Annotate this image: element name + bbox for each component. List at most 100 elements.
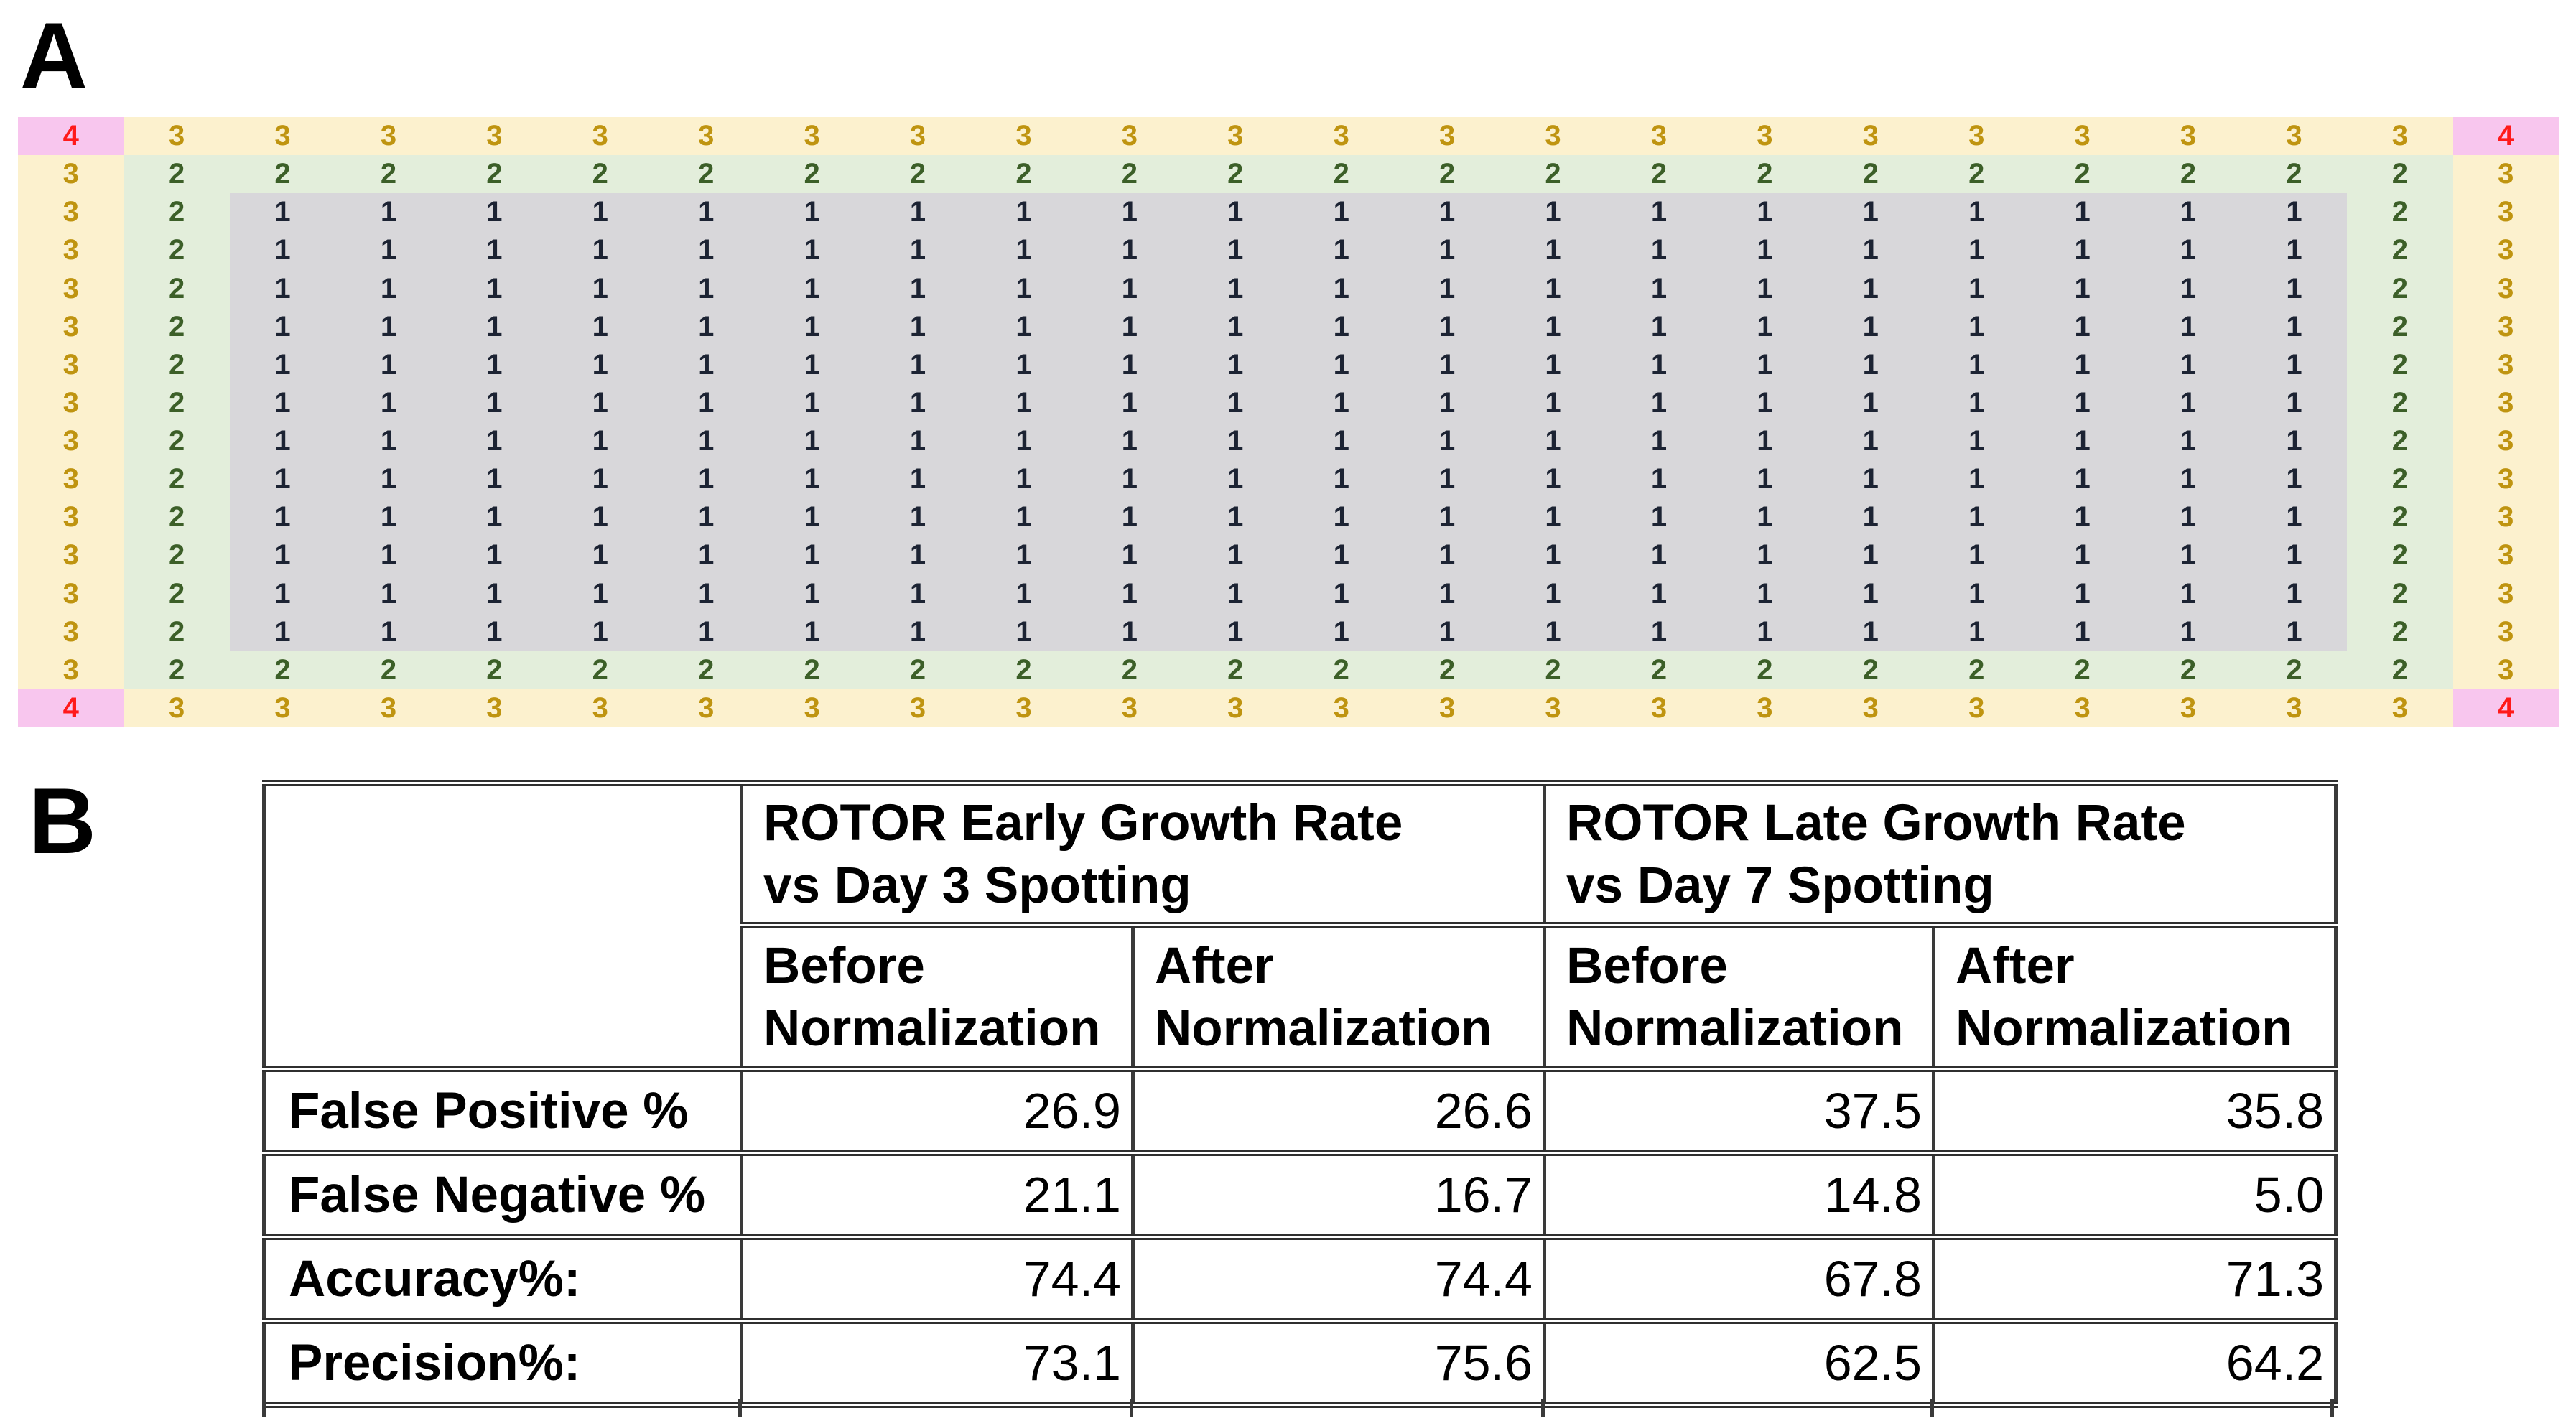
plate-cell-zone-3: 3: [18, 460, 124, 499]
plate-cell-zone-1: 1: [758, 498, 865, 537]
plate-cell-zone-1: 1: [1077, 383, 1183, 422]
plate-cell-zone-1: 1: [1499, 612, 1606, 651]
plate-cell-zone-1: 1: [2135, 498, 2241, 537]
plate-cell-zone-1: 1: [2241, 612, 2348, 651]
plate-cell-zone-1: 1: [1394, 383, 1500, 422]
plate-cell-zone-1: 1: [2029, 193, 2136, 232]
plate-cell-zone-1: 1: [229, 422, 336, 461]
plate-cell-zone-3: 3: [2135, 689, 2241, 727]
plate-cell-zone-2: 2: [1711, 155, 1818, 194]
plate-cell-zone-2: 2: [2347, 536, 2453, 575]
plate-cell-zone-3: 3: [18, 231, 124, 270]
plate-cell-zone-3: 3: [2452, 155, 2559, 194]
plate-cell-zone-2: 2: [758, 155, 865, 194]
plate-cell-zone-1: 1: [1711, 269, 1818, 308]
plate-cell-zone-1: 1: [2241, 536, 2348, 575]
plate-cell-zone-1: 1: [229, 345, 336, 384]
plate-cell-zone-1: 1: [1394, 612, 1500, 651]
plate-cell-zone-3: 3: [653, 117, 759, 156]
plate-cell-zone-1: 1: [1182, 193, 1288, 232]
plate-cell-zone-3: 3: [758, 689, 865, 727]
plate-cell-zone-2: 2: [124, 612, 230, 651]
plate-cell-zone-2: 2: [1818, 651, 1924, 689]
plate-cell-zone-1: 1: [2135, 383, 2241, 422]
plate-cell-zone-1: 1: [1499, 383, 1606, 422]
plate-cell-zone-1: 1: [865, 383, 971, 422]
plate-cell-zone-1: 1: [653, 422, 759, 461]
metrics-table: ROTOR Early Growth Rate vs Day 3 Spottin…: [262, 780, 2338, 1408]
plate-cell-zone-1: 1: [1077, 422, 1183, 461]
plate-cell-zone-2: 2: [124, 231, 230, 270]
plate-cell-zone-2: 2: [2347, 193, 2453, 232]
plate-cell-zone-1: 1: [229, 460, 336, 499]
plate-cell-zone-1: 1: [1394, 345, 1500, 384]
plate-cell-zone-1: 1: [1818, 422, 1924, 461]
plate-cell-zone-2: 2: [229, 651, 336, 689]
plate-cell-zone-1: 1: [229, 269, 336, 308]
plate-cell-zone-1: 1: [1288, 612, 1395, 651]
plate-cell-zone-2: 2: [2347, 383, 2453, 422]
plate-cell-zone-3: 3: [2135, 117, 2241, 156]
panel-a-label: A: [20, 3, 88, 108]
plate-cell-zone-2: 2: [124, 345, 230, 384]
plate-cell-zone-1: 1: [970, 383, 1077, 422]
plate-cell-zone-1: 1: [1606, 612, 1712, 651]
plate-cell-zone-1: 1: [970, 269, 1077, 308]
value-cell: 26.6: [1131, 1066, 1546, 1156]
table-row: Precision%: 73.1 75.6 62.5 64.2: [262, 1318, 2338, 1408]
plate-cell-zone-1: 1: [2135, 269, 2241, 308]
plate-cell-zone-1: 1: [970, 422, 1077, 461]
plate-cell-zone-1: 1: [2241, 460, 2348, 499]
plate-cell-zone-1: 1: [2135, 231, 2241, 270]
plate-cell-zone-1: 1: [2135, 193, 2241, 232]
plate-cell-zone-1: 1: [1923, 383, 2029, 422]
plate-cell-zone-2: 2: [653, 155, 759, 194]
plate-cell-zone-1: 1: [1182, 422, 1288, 461]
plate-cell-zone-3: 3: [2452, 307, 2559, 346]
plate-cell-zone-3: 3: [18, 536, 124, 575]
plate-cell-zone-2: 2: [441, 651, 548, 689]
value-cell: 35.8: [1931, 1066, 2338, 1156]
plate-cell-zone-3: 3: [2452, 345, 2559, 384]
plate-cell-zone-1: 1: [2029, 231, 2136, 270]
plate-cell-zone-1: 1: [335, 422, 442, 461]
plate-cell-zone-1: 1: [1923, 269, 2029, 308]
plate-cell-zone-2: 2: [1818, 155, 1924, 194]
plate-cell-zone-2: 2: [1394, 651, 1500, 689]
plate-cell-zone-3: 3: [124, 117, 230, 156]
plate-cell-zone-1: 1: [1711, 460, 1818, 499]
plate-cell-zone-2: 2: [1499, 651, 1606, 689]
value-cell: 21.1: [740, 1150, 1135, 1240]
plate-cell-zone-3: 3: [2029, 689, 2136, 727]
plate-cell-zone-1: 1: [970, 460, 1077, 499]
plate-cell-zone-1: 1: [547, 193, 654, 232]
plate-cell-zone-1: 1: [970, 612, 1077, 651]
plate-cell-zone-2: 2: [124, 498, 230, 537]
plate-cell-zone-1: 1: [2029, 574, 2136, 613]
plate-cell-zone-2: 2: [547, 651, 654, 689]
plate-cell-zone-2: 2: [758, 651, 865, 689]
plate-cell-zone-1: 1: [1818, 460, 1924, 499]
plate-cell-zone-3: 3: [2452, 536, 2559, 575]
plate-cell-zone-3: 3: [2029, 117, 2136, 156]
plate-cell-zone-1: 1: [1077, 269, 1183, 308]
plate-cell-zone-1: 1: [335, 612, 442, 651]
plate-cell-zone-1: 1: [1499, 231, 1606, 270]
plate-cell-zone-1: 1: [2135, 460, 2241, 499]
plate-cell-zone-1: 1: [1606, 231, 1712, 270]
plate-cell-zone-1: 1: [547, 269, 654, 308]
plate-cell-zone-1: 1: [1606, 536, 1712, 575]
plate-cell-zone-1: 1: [441, 574, 548, 613]
plate-cell-zone-3: 3: [18, 422, 124, 461]
plate-cell-zone-2: 2: [2347, 460, 2453, 499]
plate-cell-zone-2: 2: [1923, 155, 2029, 194]
plate-cell-zone-1: 1: [1818, 307, 1924, 346]
plate-cell-zone-1: 1: [1606, 383, 1712, 422]
plate-cell-zone-2: 2: [1182, 651, 1288, 689]
plate-cell-zone-3: 3: [758, 117, 865, 156]
value-cell: 74.4: [740, 1234, 1135, 1324]
plate-cell-zone-2: 2: [441, 155, 548, 194]
plate-cell-zone-1: 1: [653, 612, 759, 651]
plate-cell-zone-1: 1: [758, 193, 865, 232]
plate-cell-zone-2: 2: [124, 269, 230, 308]
